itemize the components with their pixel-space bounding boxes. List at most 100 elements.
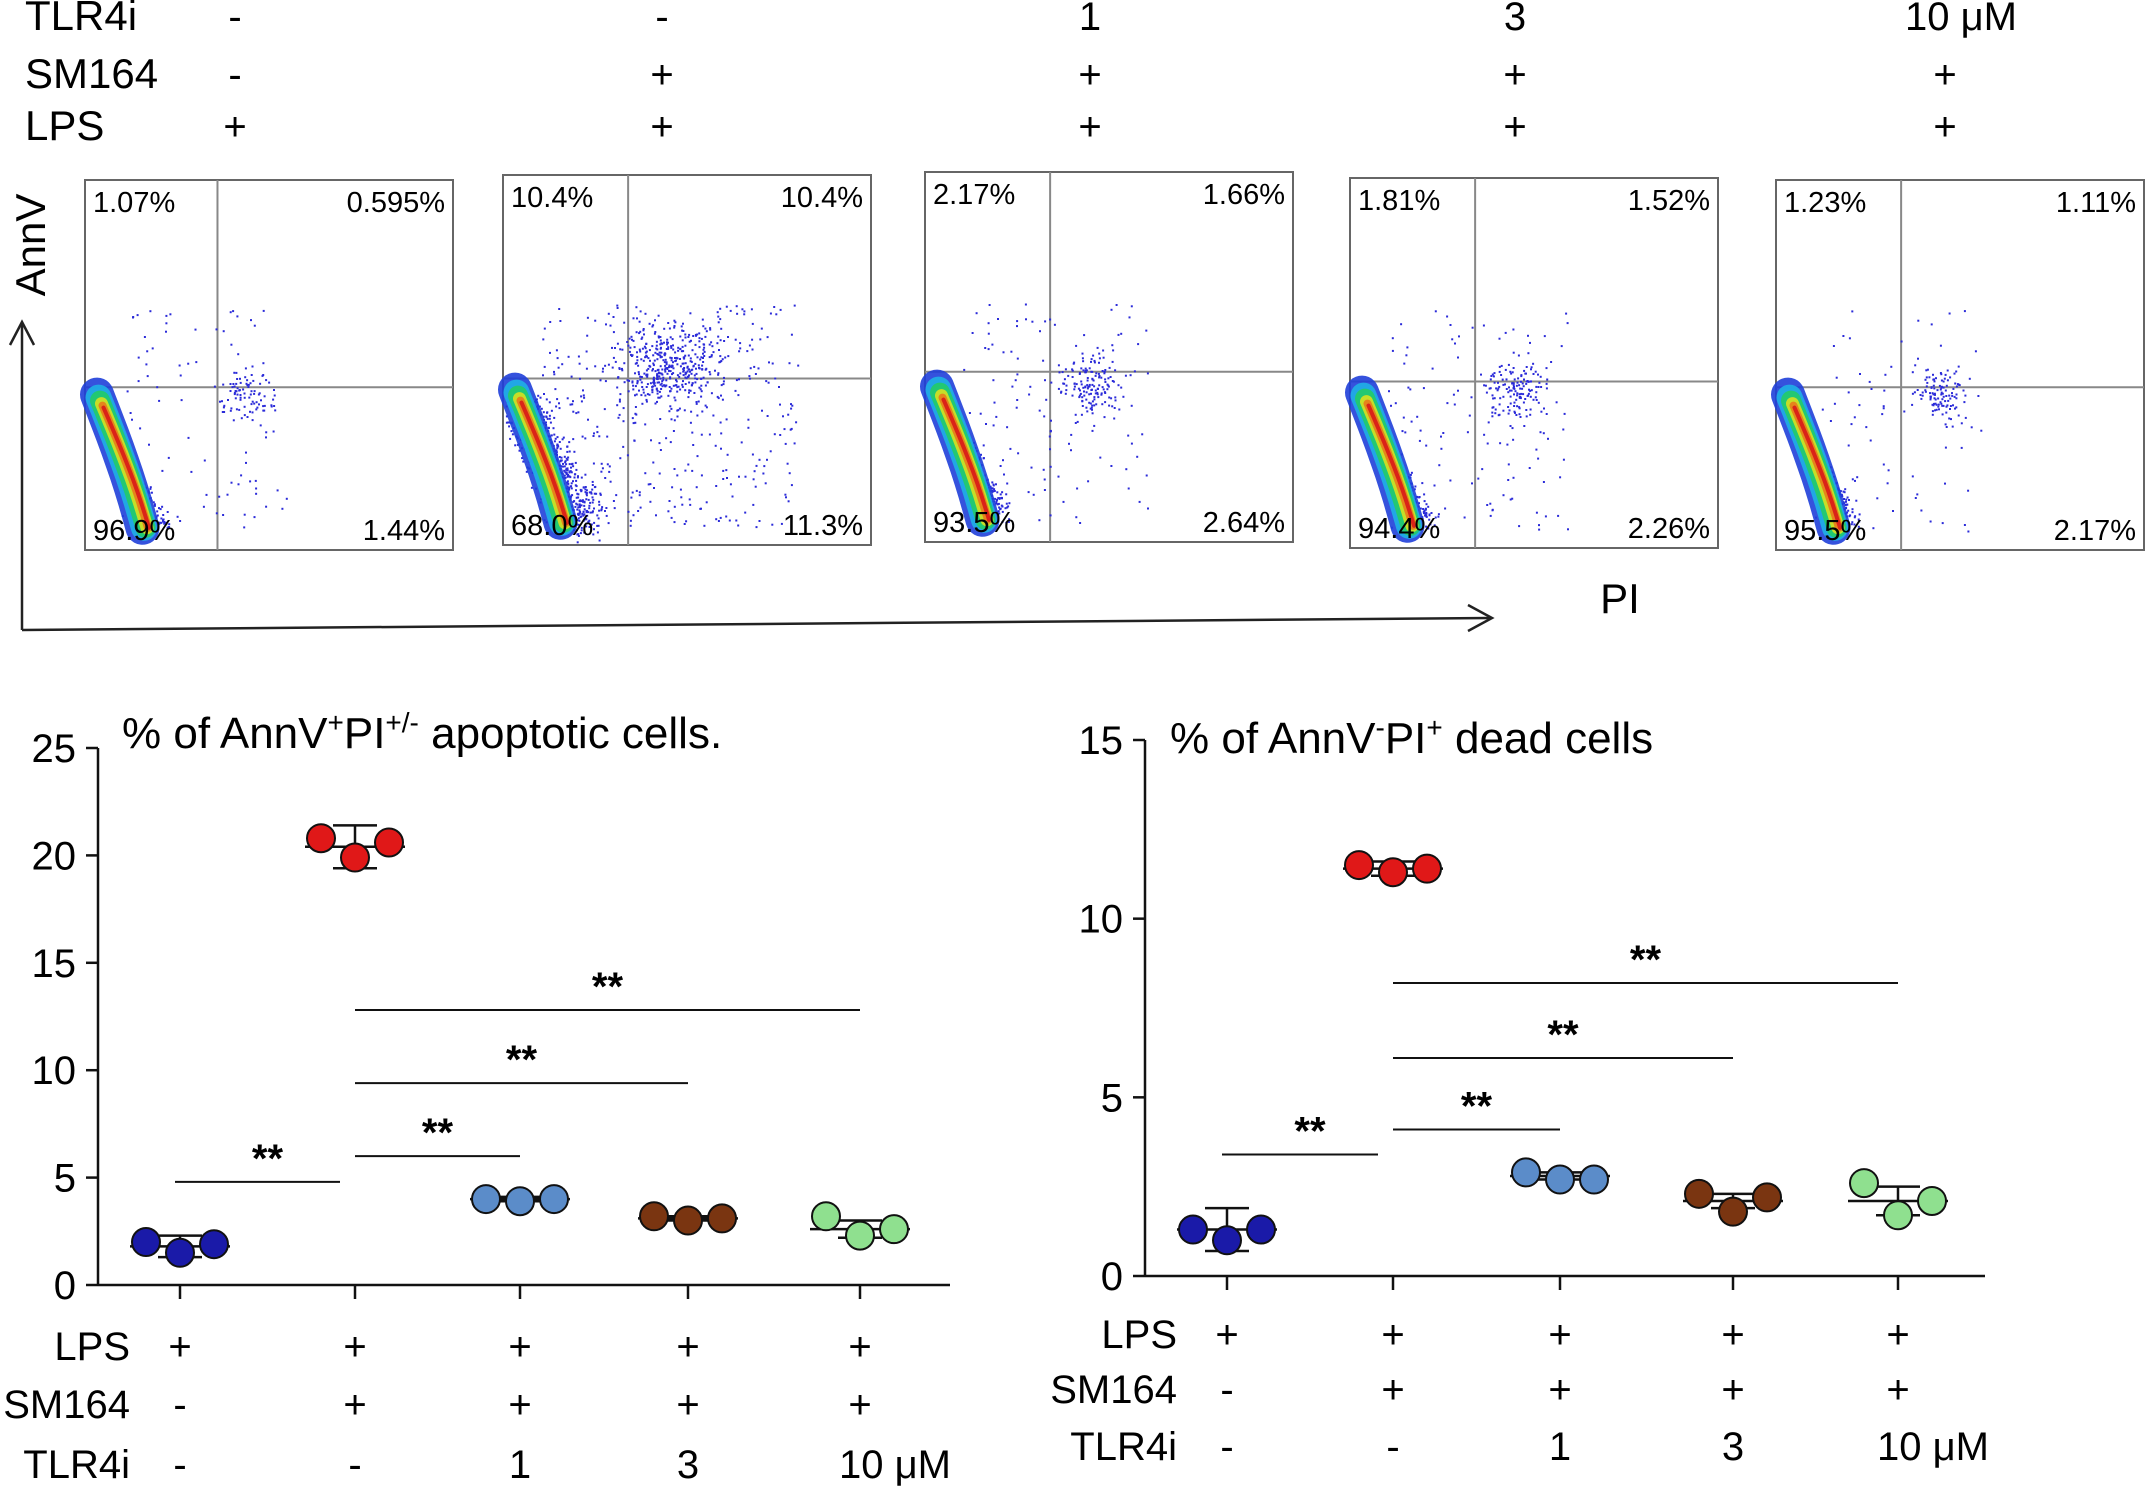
event-dot [1133,370,1136,373]
event-dot [700,474,703,477]
event-dot [578,503,581,506]
event-dot [1427,527,1430,530]
event-dot [1846,503,1849,506]
event-dot [971,332,974,334]
event-dot [1510,372,1513,375]
event-dot [585,511,588,514]
event-dot [684,344,687,347]
event-dot [1483,433,1486,436]
event-dot [1400,323,1403,326]
event-dot [1043,489,1046,491]
event-dot [649,500,652,503]
event-dot [632,388,635,391]
event-dot [578,512,581,515]
event-dot [565,468,568,471]
event-dot [760,327,763,330]
event-dot [1534,396,1537,399]
event-dot [686,365,689,368]
event-dot [1501,378,1504,381]
event-dot [1086,410,1089,413]
event-dot [641,347,644,350]
event-dot [652,324,655,327]
condition-value: + [1721,1313,1744,1357]
event-dot [1016,399,1019,401]
event-dot [1508,389,1511,392]
event-dot [1470,396,1473,399]
event-dot [565,457,568,460]
event-dot [572,410,575,413]
event-dot [1954,382,1957,385]
event-dot [1540,410,1543,413]
event-dot [1090,360,1092,363]
event-dot [1049,430,1052,433]
event-dot [230,407,233,410]
event-dot [213,385,216,388]
event-dot [617,416,620,419]
event-dot [752,503,755,506]
event-dot [704,327,707,330]
event-dot [547,427,550,430]
condition-label-tlr4i: TLR4i [1070,1425,1177,1469]
event-dot [581,512,584,515]
event-dot [692,444,695,446]
event-dot [1924,378,1927,381]
event-dot [255,487,258,490]
event-dot [1091,412,1094,415]
event-dot [1088,385,1091,388]
event-dot [244,367,247,370]
event-dot [1423,493,1426,496]
event-dot [1079,389,1081,392]
group-1 [1177,1206,1277,1256]
event-dot [1451,338,1454,341]
event-dot [240,417,243,420]
significance-bracket: ** [355,1038,688,1085]
event-dot [558,308,561,310]
event-dot [690,372,693,375]
event-dot [1850,423,1853,426]
event-dot [1980,429,1983,432]
event-dot [1084,371,1087,374]
event-dot [548,414,551,417]
event-dot [648,322,651,325]
event-dot [1525,380,1528,383]
event-dot [1509,370,1512,373]
event-dot [555,449,558,452]
event-dot [577,411,580,414]
event-dot [245,451,247,454]
event-dot [1125,468,1128,471]
event-dot [660,351,663,354]
event-dot [722,383,725,386]
event-dot [1098,357,1101,360]
event-dot [682,330,685,332]
event-dot [1884,373,1887,376]
event-dot [1088,393,1091,396]
event-dot [578,509,581,512]
event-dot [677,349,680,352]
event-dot [1876,497,1879,500]
event-dot [187,362,190,365]
event-dot [566,397,569,400]
event-dot [1031,320,1034,323]
event-dot [1084,369,1087,372]
event-dot [1517,377,1520,380]
event-dot [656,358,659,361]
event-dot [548,401,551,404]
event-dot [249,410,251,413]
event-dot [1483,384,1486,387]
event-dot [132,316,135,318]
event-dot [689,389,692,392]
event-dot [582,486,585,489]
event-dot [238,389,241,392]
y-tick-label: 15 [32,942,77,986]
event-dot [627,344,630,347]
event-dot [161,520,164,523]
event-dot [693,374,696,377]
event-dot [1080,380,1083,383]
data-point [879,1214,909,1245]
event-dot [1496,389,1499,392]
event-dot [1963,524,1966,526]
event-dot [589,501,592,504]
event-dot [640,394,643,397]
data-point [131,1227,161,1258]
event-dot [623,381,626,384]
